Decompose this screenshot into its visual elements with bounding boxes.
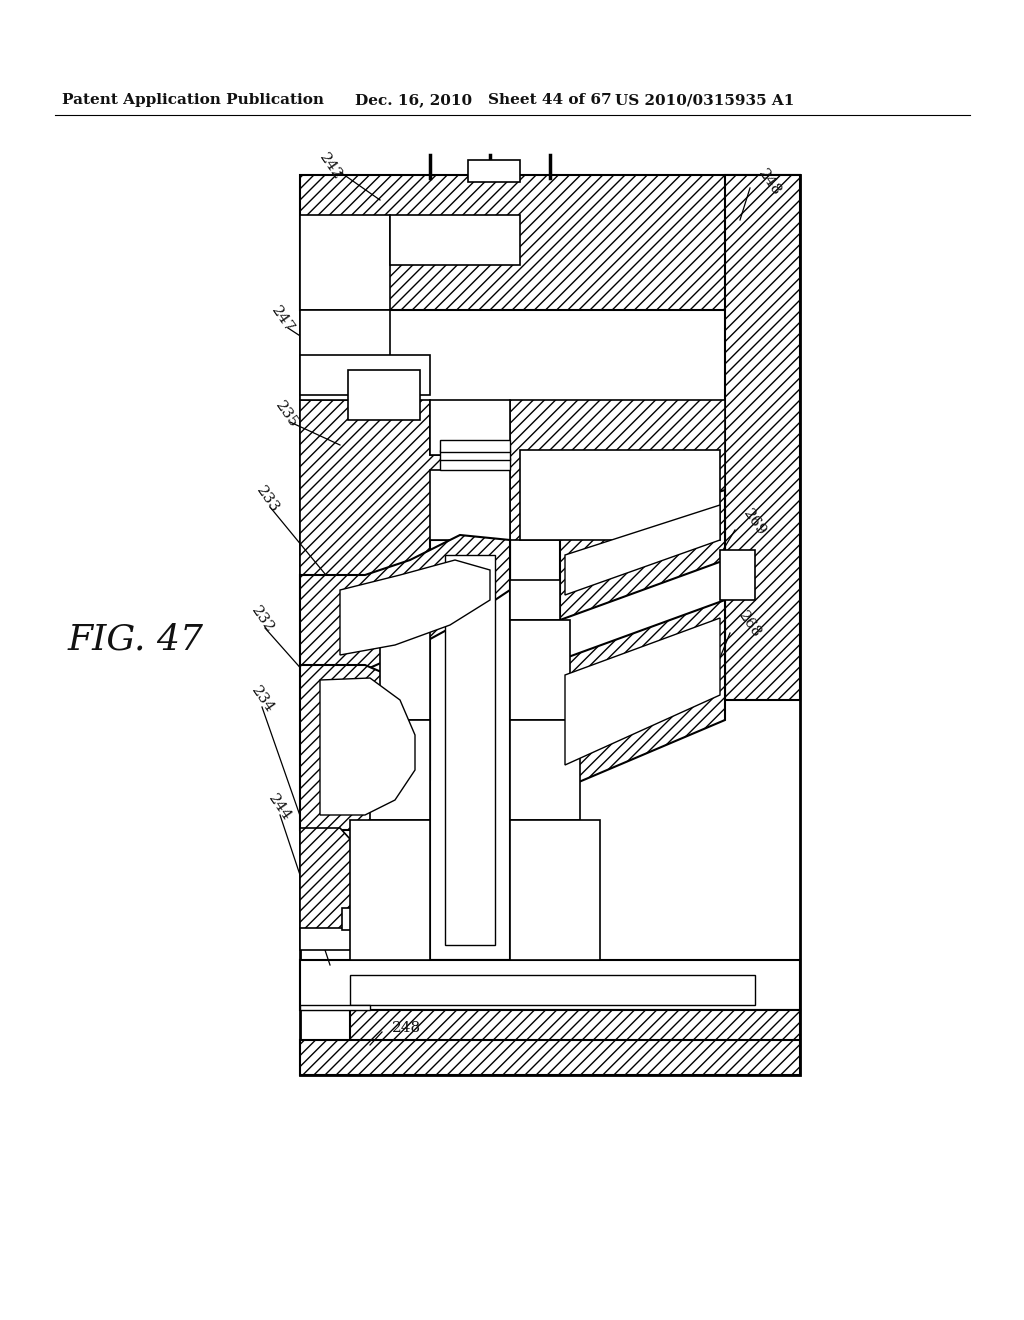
Text: 269: 269 [740,507,768,539]
Text: 244: 244 [265,792,293,824]
Bar [510,400,725,540]
Bar [510,620,570,719]
Bar [468,160,520,182]
Text: 235: 235 [272,399,300,430]
Polygon shape [560,490,725,620]
Bar [430,540,510,960]
Bar [390,215,520,265]
Bar [725,176,800,700]
Bar [445,554,495,945]
Bar [510,579,560,620]
Text: 232: 232 [248,605,276,636]
Text: 234: 234 [248,684,276,715]
Text: 248: 248 [392,1020,421,1035]
Bar [440,450,510,459]
Text: 268: 268 [735,609,763,642]
Bar [342,908,380,931]
Text: 233: 233 [253,484,282,516]
Bar [300,355,430,395]
Bar [350,820,430,960]
Text: Dec. 16, 2010: Dec. 16, 2010 [355,92,472,107]
Text: US 2010/0315935 A1: US 2010/0315935 A1 [615,92,795,107]
Text: 247: 247 [268,304,296,337]
Bar [440,458,510,470]
Bar [300,176,800,310]
Polygon shape [300,665,430,830]
Bar [300,310,390,400]
Bar [380,620,430,719]
Text: 242: 242 [316,150,344,183]
Bar [300,215,390,310]
Bar [350,1010,800,1074]
Text: FIG. 47: FIG. 47 [68,623,204,657]
Polygon shape [300,828,380,931]
Bar [390,579,430,620]
Bar [430,470,510,540]
Text: 248: 248 [755,168,783,199]
Polygon shape [565,506,720,595]
Polygon shape [300,400,510,579]
Polygon shape [560,601,725,789]
Bar [430,400,510,455]
Bar [300,176,800,1074]
Bar [300,1040,800,1074]
Polygon shape [340,560,490,655]
Bar [720,550,755,601]
Polygon shape [319,678,415,814]
Bar [510,719,580,820]
Bar [370,719,430,820]
Bar [350,975,755,1005]
Bar [440,440,510,451]
Text: Sheet 44 of 67: Sheet 44 of 67 [488,92,611,107]
Bar [300,1005,370,1010]
Bar [300,960,800,1010]
Polygon shape [300,535,510,671]
Polygon shape [565,618,720,766]
Bar [348,370,420,420]
Bar [510,820,600,960]
Bar [300,928,380,950]
Text: Patent Application Publication: Patent Application Publication [62,92,324,107]
Bar [520,450,720,540]
